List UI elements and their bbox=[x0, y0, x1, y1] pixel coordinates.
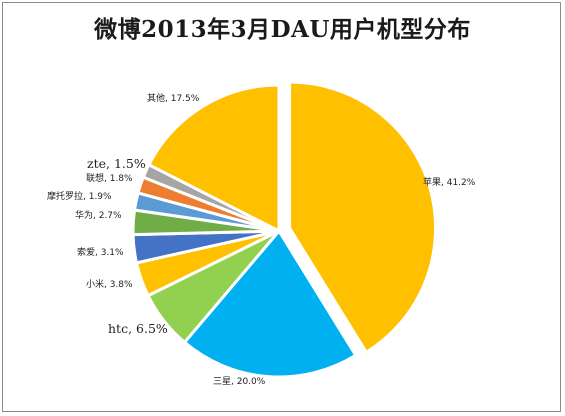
chart-title: 微博2013年3月DAU用户机型分布 bbox=[94, 16, 471, 43]
data-label-摩托罗拉: 摩托罗拉, 1.9% bbox=[47, 190, 112, 202]
data-label-小米: 小米, 3.8% bbox=[86, 278, 133, 290]
data-label-索爱: 索爱, 3.1% bbox=[77, 246, 124, 258]
data-label-其他: 其他, 17.5% bbox=[147, 92, 200, 104]
data-label-zte: zte, 1.5% bbox=[87, 156, 146, 171]
pie-slice-三星 bbox=[183, 229, 358, 379]
pie-labels: 苹果, 41.2% 三星, 20.0% htc, 6.5% 小米, 3.8% 索爱, 3… bbox=[47, 92, 476, 387]
data-label-htc: htc, 6.5% bbox=[108, 321, 168, 336]
data-label-联想: 联想, 1.8% bbox=[86, 172, 133, 184]
pie-slice-苹果 bbox=[288, 80, 438, 354]
pie-slices bbox=[131, 80, 438, 379]
data-label-苹果: 苹果, 41.2% bbox=[423, 176, 476, 188]
data-label-华为: 华为, 2.7% bbox=[75, 209, 122, 221]
pie-slice-其他 bbox=[147, 83, 281, 233]
data-label-三星: 三星, 20.0% bbox=[213, 376, 266, 387]
